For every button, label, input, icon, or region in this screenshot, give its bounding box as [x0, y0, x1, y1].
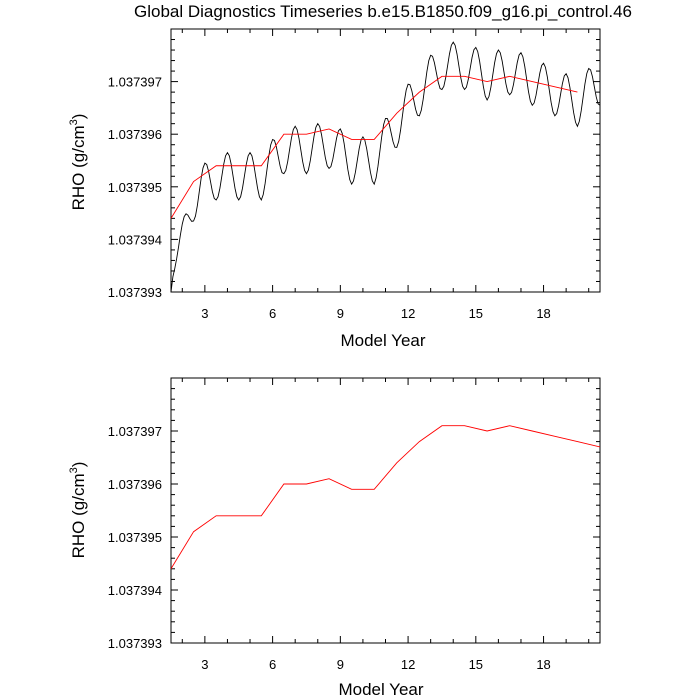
- x-tick-label: 18: [536, 657, 550, 672]
- top-panel: Model Year RHO (g/cm3) 3 6 9 12 15 18 1.037393…: [68, 28, 601, 350]
- y-tick-label: 1.037397: [108, 75, 162, 90]
- x-tick-label: 6: [269, 657, 276, 672]
- plot-frame-1: [170, 377, 601, 644]
- top-x-axis-label: Model Year: [340, 331, 425, 350]
- x-tick-label: 12: [401, 306, 415, 321]
- y-tick-label: 1.037395: [108, 180, 162, 195]
- y-tick-label: 1.037393: [108, 285, 162, 300]
- bottom-y-axis-label: RHO (g/cm3): [68, 462, 88, 559]
- y-tick-label: 1.037393: [108, 636, 162, 651]
- figure-title: Global Diagnostics Timeseries b.e15.B185…: [134, 2, 632, 21]
- x-tick-label: 6: [269, 306, 276, 321]
- plot-frame-0: [170, 28, 601, 293]
- bottom-panel: Model Year RHO (g/cm3) 3 6 9 12 15 18 1.037393…: [68, 377, 601, 699]
- y-tick-label: 1.037396: [108, 477, 162, 492]
- top-y-axis-label: RHO (g/cm3): [68, 114, 88, 211]
- x-tick-label: 12: [401, 657, 415, 672]
- x-tick-label: 9: [337, 657, 344, 672]
- y-tick-label: 1.037396: [108, 127, 162, 142]
- x-tick-label: 15: [469, 657, 483, 672]
- y-tick-label: 1.037395: [108, 530, 162, 545]
- x-tick-label: 18: [536, 306, 550, 321]
- series-annual-line: [171, 75, 578, 219]
- bottom-x-axis-label: Model Year: [338, 680, 423, 699]
- x-tick-label: 9: [337, 306, 344, 321]
- y-tick-label: 1.037394: [108, 232, 162, 247]
- x-tick-label: 3: [201, 657, 208, 672]
- x-tick-label: 15: [469, 306, 483, 321]
- x-tick-label: 3: [201, 306, 208, 321]
- y-tick-label: 1.037397: [108, 424, 162, 439]
- series-annual-line: [171, 425, 600, 570]
- y-tick-label: 1.037394: [108, 583, 162, 598]
- series-monthly-line: [171, 41, 600, 292]
